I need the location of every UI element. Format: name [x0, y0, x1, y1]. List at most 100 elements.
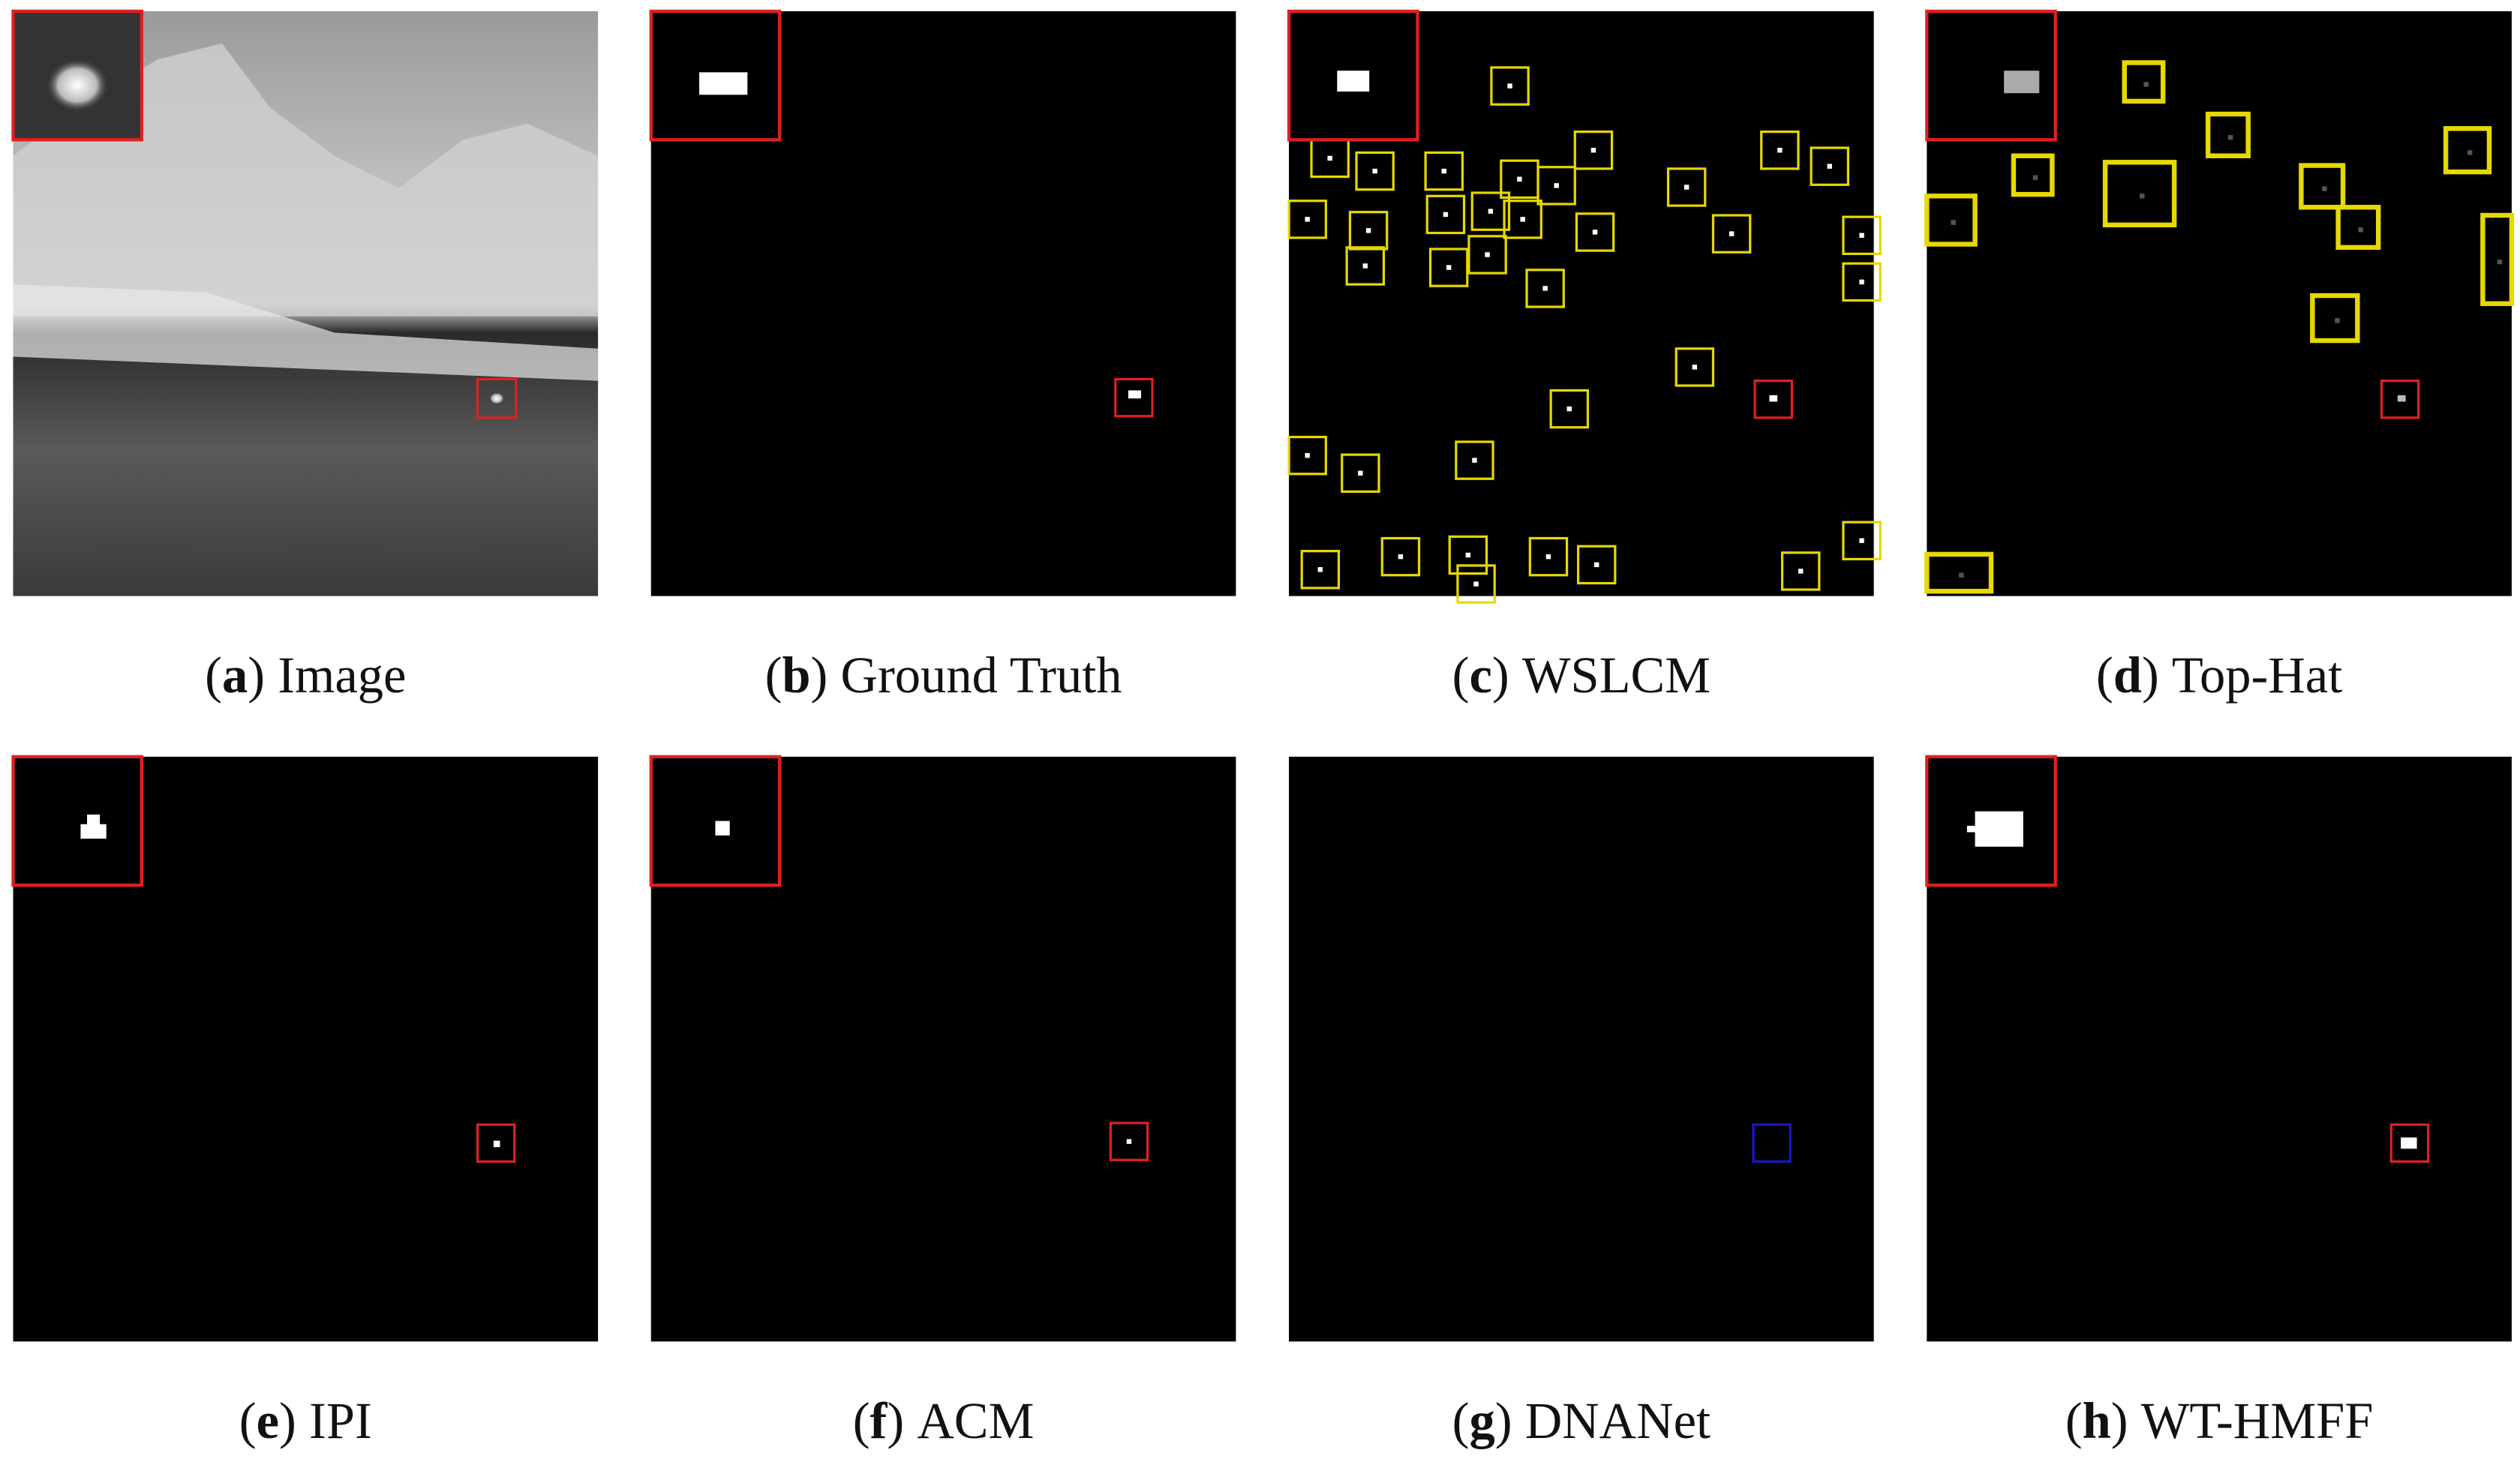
caption-part: ( — [1452, 647, 1470, 704]
caption-part: ) — [1495, 1392, 1512, 1449]
result-map — [13, 756, 599, 1342]
detection-box — [11, 9, 143, 142]
detection-box — [1287, 435, 1327, 476]
caption-part: ( — [2065, 1392, 2083, 1449]
target — [1859, 233, 1864, 238]
detection-box — [1380, 536, 1421, 577]
caption: (d) Top-Hat — [2096, 647, 2342, 704]
caption: (e) IPI — [239, 1392, 372, 1449]
detection-box — [1752, 1123, 1792, 1163]
target — [1975, 811, 2023, 847]
target — [1446, 265, 1452, 270]
caption: (c) WSLCM — [1452, 647, 1711, 704]
detection-box — [2205, 111, 2251, 158]
target — [1372, 168, 1377, 174]
detection-box — [1842, 262, 1882, 302]
detection-box — [1448, 535, 1488, 575]
detection-box — [1711, 214, 1752, 254]
target — [1358, 470, 1363, 476]
target — [1593, 562, 1599, 568]
target — [2358, 227, 2363, 233]
target — [80, 824, 107, 839]
detection-box — [1674, 347, 1715, 387]
caption-part: ) — [2142, 647, 2159, 704]
target — [2401, 1137, 2417, 1149]
target — [1545, 554, 1551, 560]
caption-part: ) — [2111, 1392, 2128, 1449]
caption-part: ) — [887, 1392, 904, 1449]
detection-box — [2299, 163, 2346, 210]
detection-box — [1549, 389, 1590, 429]
target — [2004, 71, 2040, 94]
caption-text: Top-Hat — [2172, 647, 2342, 704]
panel — [1289, 756, 1874, 1342]
detection-box — [476, 1123, 516, 1163]
caption-part: b — [782, 647, 810, 704]
target — [1542, 286, 1548, 291]
detection-box — [11, 755, 143, 887]
detection-box — [1490, 66, 1530, 106]
result-map — [1289, 11, 1874, 596]
target — [1959, 572, 1964, 578]
caption-text: Ground Truth — [841, 647, 1122, 704]
caption-part: a — [222, 647, 248, 704]
target — [1684, 185, 1690, 190]
detection-box — [1842, 215, 1882, 256]
target — [1305, 217, 1310, 222]
target — [488, 392, 505, 405]
detection-box — [1114, 377, 1154, 418]
detection-box — [1575, 212, 1615, 252]
detection-box — [1925, 755, 2057, 887]
caption-part: e — [257, 1392, 279, 1449]
target — [1566, 406, 1572, 412]
target — [1729, 231, 1735, 236]
detection-box — [1355, 151, 1395, 191]
target — [1365, 228, 1371, 233]
caption: (g) DNANet — [1452, 1392, 1711, 1449]
mountains — [13, 43, 599, 317]
target — [1337, 71, 1370, 92]
result-map — [650, 11, 1236, 596]
result-map — [650, 756, 1236, 1342]
target — [2467, 150, 2473, 155]
detection-box — [1456, 564, 1496, 604]
target — [1485, 252, 1490, 257]
detection-box — [649, 9, 782, 142]
detection-box — [1348, 211, 1389, 251]
target — [2335, 318, 2340, 323]
panel — [1925, 755, 2512, 1342]
caption-part: ( — [853, 1392, 870, 1449]
target — [1554, 183, 1559, 188]
target — [1465, 552, 1471, 558]
detection-box — [1109, 1121, 1149, 1161]
detection-box — [649, 755, 782, 887]
target — [1951, 220, 1956, 225]
target — [715, 821, 730, 836]
target — [2497, 259, 2503, 265]
target — [1488, 209, 1494, 214]
detection-box — [2122, 60, 2166, 104]
target — [2032, 175, 2038, 180]
target — [1966, 825, 1981, 833]
target — [87, 814, 101, 828]
detection-box — [1842, 521, 1882, 560]
caption-part: ) — [811, 647, 828, 704]
target — [1507, 83, 1512, 89]
panels: (a) Image (b) Ground Truth (c) WSLCM (d) Top-Ha… — [11, 9, 2515, 1449]
caption: (f) ACM — [853, 1392, 1035, 1449]
detection-box — [1287, 200, 1327, 239]
detection-box — [1424, 151, 1464, 191]
detection-box — [1573, 131, 1614, 170]
caption-part: ( — [239, 1392, 257, 1449]
panel — [11, 9, 599, 596]
caption-part: f — [870, 1392, 888, 1449]
target — [1590, 148, 1596, 153]
result-map — [1927, 11, 2512, 596]
target — [1592, 230, 1598, 235]
target — [1126, 1139, 1132, 1144]
target — [2397, 395, 2406, 402]
detection-box — [2380, 379, 2420, 419]
panel — [649, 9, 1236, 596]
caption-part: ( — [2096, 647, 2113, 704]
target — [1769, 395, 1778, 402]
